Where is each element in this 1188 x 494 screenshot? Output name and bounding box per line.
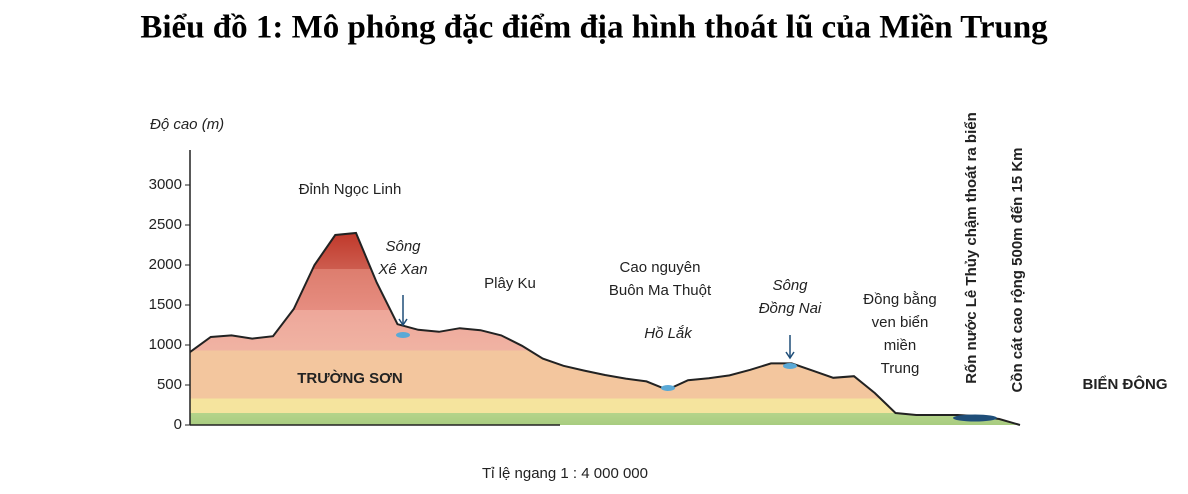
- y-tick-label: 1000: [149, 336, 182, 353]
- terrain-line: [189, 231, 1021, 426]
- water: [783, 363, 797, 369]
- annotation: Rốn nước Lê Thủy chậm thoát ra biển: [963, 112, 980, 384]
- annotation: TRƯỜNG SƠN: [297, 369, 403, 387]
- annotation: Hồ Lắk: [644, 325, 693, 342]
- chart-title: Biểu đồ 1: Mô phỏng đặc điểm địa hình th…: [140, 10, 1048, 46]
- y-tick-label: 3000: [149, 176, 182, 193]
- water: [661, 385, 675, 391]
- x-axis-label: Tỉ lệ ngang 1 : 4 000 000: [482, 465, 648, 482]
- y-tick-label: 500: [157, 376, 182, 393]
- y-tick-label: 0: [174, 416, 182, 433]
- y-tick-label: 2000: [149, 256, 182, 273]
- annotation: Trung: [881, 360, 920, 377]
- annotation: Đồng Nai: [759, 300, 822, 317]
- annotation: miền: [884, 337, 917, 354]
- annotation: Buôn Ma Thuột: [609, 282, 712, 299]
- water: [953, 414, 997, 422]
- arrow-head: [398, 318, 408, 327]
- annotation: BIỂN ĐÔNG: [1082, 375, 1167, 393]
- water: [396, 332, 410, 338]
- y-axis-label: Độ cao (m): [150, 116, 224, 133]
- annotation: Sông: [772, 277, 808, 294]
- arrow-head: [785, 351, 795, 360]
- terrain-area: [190, 233, 1020, 425]
- annotation: Cao nguyên: [620, 259, 701, 276]
- annotation: Sông: [385, 238, 421, 255]
- annotation: Plây Ku: [484, 275, 536, 292]
- annotation: ven biển: [872, 314, 929, 331]
- y-tick-label: 2500: [149, 216, 182, 233]
- annotation: Cồn cát cao rộng 500m đến 15 Km: [1009, 147, 1026, 392]
- annotation: Đồng bằng: [863, 291, 936, 308]
- annotation: Đỉnh Ngọc Linh: [299, 181, 402, 198]
- annotation: Xê Xan: [377, 261, 427, 278]
- y-tick-label: 1500: [149, 296, 182, 313]
